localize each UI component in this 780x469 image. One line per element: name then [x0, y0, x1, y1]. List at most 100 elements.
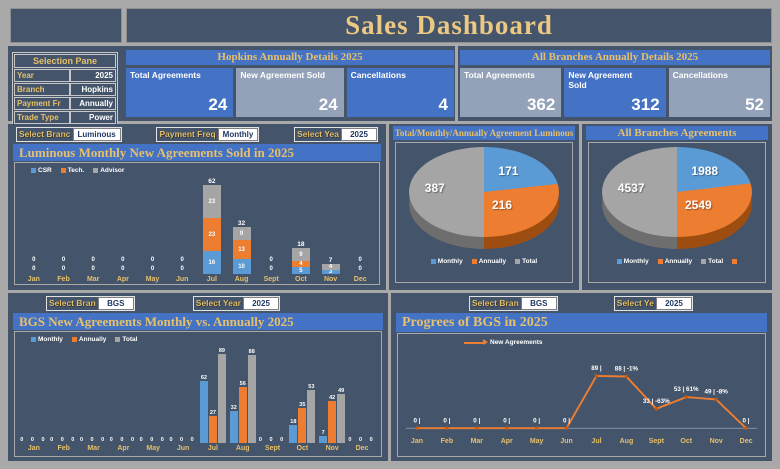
legend-label: Annually — [478, 258, 507, 265]
legend-label: Total — [122, 336, 138, 343]
new-agreement-sold-card: New Agreement Sold 312 — [564, 68, 666, 117]
bar-column: 0 0 0 Jun — [168, 344, 198, 452]
svg-text:0 |: 0 | — [533, 417, 540, 424]
bar-column: 18 35 53 Oct — [287, 344, 317, 452]
legend-item: Monthly — [616, 258, 649, 265]
legend-item: CSR — [31, 167, 52, 174]
value-label: 18 — [290, 419, 297, 425]
luminous-pie-chart[interactable]: 171 216 387 Monthly Annually Total — [395, 142, 573, 283]
select-year-value[interactable]: 2025 — [655, 297, 692, 310]
select-branch-value[interactable]: BGS — [520, 297, 557, 310]
select-branch-label: Select Branc — [19, 129, 71, 139]
header-corner-box — [10, 8, 122, 43]
luminous-selectors: Select Branc Luminous Payment Freq Month… — [8, 124, 386, 143]
blue-swatch-icon — [616, 259, 622, 264]
month-label: Jan — [410, 438, 423, 445]
slice-value-label: 171 — [498, 163, 519, 178]
stacked-chart-title: Luminous Monthly New Agreements Sold in … — [13, 144, 381, 161]
all-branches-pie-chart[interactable]: 1988 2549 4537 Monthly Annually Total — [588, 142, 766, 283]
gray-swatch-icon — [515, 259, 521, 264]
legend-label: Tech. — [67, 167, 85, 174]
trade-type-value[interactable]: Power — [70, 111, 116, 124]
select-year-value[interactable]: 2025 — [243, 297, 279, 310]
bar-group: 7 42 49 — [319, 388, 346, 443]
bar-column: 0 0 Jun — [167, 175, 197, 283]
select-branch-value[interactable]: BGS — [97, 297, 134, 310]
payment-freq-control[interactable]: Payment Freq Monthly — [156, 127, 260, 142]
select-year-control[interactable]: Select Year 2025 — [192, 296, 280, 311]
legend-label: Total — [708, 258, 724, 265]
select-branch-value[interactable]: Luminous — [72, 128, 121, 141]
select-year-value[interactable]: 2025 — [341, 128, 377, 141]
month-label: May — [146, 445, 161, 452]
bar-column: 18 9 4 5 Oct — [286, 175, 316, 283]
month-axis: Jan Feb Mar Apr May Jun Jul Aug Sept Oct Nov Dec — [402, 436, 761, 446]
page-title: Sales Dashboard — [345, 10, 553, 40]
payment-freq-value[interactable]: Annually — [70, 97, 116, 110]
legend-item: Annually — [71, 336, 106, 343]
bar — [289, 425, 298, 443]
kpi-card-value: 4 — [438, 95, 448, 114]
hopkins-kpi-title: Hopkins Annually Details 2025 — [126, 50, 454, 65]
legend-label: Monthly — [437, 258, 463, 265]
select-year-control[interactable]: Select Ye 2025 — [613, 296, 693, 311]
month-label: Mar — [470, 438, 484, 445]
total-label: 7 — [328, 257, 333, 264]
bgs-line-chart[interactable]: New Agreements 0 | 0 | 0 | 0 | 0 | 0 | 89 | 88 |… — [397, 333, 766, 457]
branch-value[interactable]: Hopkins — [70, 83, 116, 96]
payment-freq-value[interactable]: Monthly — [217, 128, 259, 141]
select-branch-control[interactable]: Select Bran BGS — [469, 296, 558, 311]
zero-labels: 0 0 0 — [50, 437, 78, 443]
bgs-grouped-bar-chart[interactable]: Monthly Annually Total 0 0 0 Jan 0 0 0 Feb 0 0 … — [14, 331, 382, 457]
svg-text:33 | -63%: 33 | -63% — [643, 398, 670, 405]
blue-swatch-icon — [31, 337, 36, 342]
segment-label: 9 — [299, 251, 303, 258]
value-label: 89 — [218, 348, 225, 354]
kpi-card-label: Cancellations — [672, 70, 728, 80]
svg-text:0 |: 0 | — [473, 417, 480, 424]
month-label: Aug — [234, 276, 249, 283]
hopkins-kpi-panel: Hopkins Annually Details 2025 Total Agre… — [126, 48, 454, 119]
select-branch-control[interactable]: Select Branc Luminous — [16, 127, 122, 142]
selection-pane: Selection Pane Year 2025 Branch Hopkins … — [12, 52, 118, 127]
month-label: Jul — [206, 276, 217, 283]
blue-swatch-icon — [31, 168, 36, 173]
kpi-card-label: New Agreement Sold — [240, 70, 326, 80]
bar-column: 0 0 0 Jan — [19, 344, 49, 452]
month-label: Dec — [739, 438, 753, 445]
bar-with-label: 56 — [238, 381, 247, 443]
svg-text:49 | -8%: 49 | -8% — [704, 389, 728, 396]
bar-segment: 13 — [232, 240, 251, 259]
bar — [247, 355, 256, 443]
bar-column: 0 0 Feb — [49, 175, 79, 283]
select-year-label: Select Yea — [297, 129, 339, 139]
kpi-card-value: 362 — [526, 95, 556, 114]
month-label: Feb — [57, 276, 70, 283]
luminous-pie-panel: Total/Monthly/Annually Agreement Luminou… — [389, 124, 579, 290]
year-value[interactable]: 2025 — [70, 69, 116, 82]
zero-labels: 0 0 0 — [258, 437, 287, 443]
select-branch-control[interactable]: Select Bran BGS — [46, 296, 135, 311]
luminous-pie-title: Total/Monthly/Annually Agreement Luminou… — [393, 126, 575, 140]
month-label: Mar — [87, 445, 100, 452]
value-label: 53 — [308, 384, 315, 390]
legend-item: Total — [115, 336, 137, 343]
luminous-stacked-bar-chart[interactable]: CSR Tech. Advisor 0 0 Jan 0 0 Feb 0 0 Mar 0 0 Apr 0 0 May… — [14, 162, 380, 285]
month-label: Jun — [176, 445, 190, 452]
bar-column: 32 9 13 10 Aug — [227, 175, 257, 283]
segment-label: 23 — [208, 231, 216, 238]
bar-column: 7 42 49 Nov — [317, 344, 347, 452]
month-label: Sept — [648, 438, 664, 445]
bar — [208, 416, 217, 443]
grouped-chart-title: BGS New Agreements Monthly vs. Annually … — [13, 313, 383, 330]
bar-column: 0 0 0 Dec — [347, 344, 377, 452]
legend-item: Tech. — [60, 167, 85, 174]
value-label: 32 — [230, 405, 237, 411]
bar-column: 0 0 Dec — [345, 175, 375, 283]
kpi-card-label: Total Agreements — [130, 70, 201, 80]
gray-swatch-icon — [115, 337, 121, 342]
select-year-control[interactable]: Select Yea 2025 — [294, 127, 378, 142]
svg-text:0 |: 0 | — [503, 417, 510, 424]
